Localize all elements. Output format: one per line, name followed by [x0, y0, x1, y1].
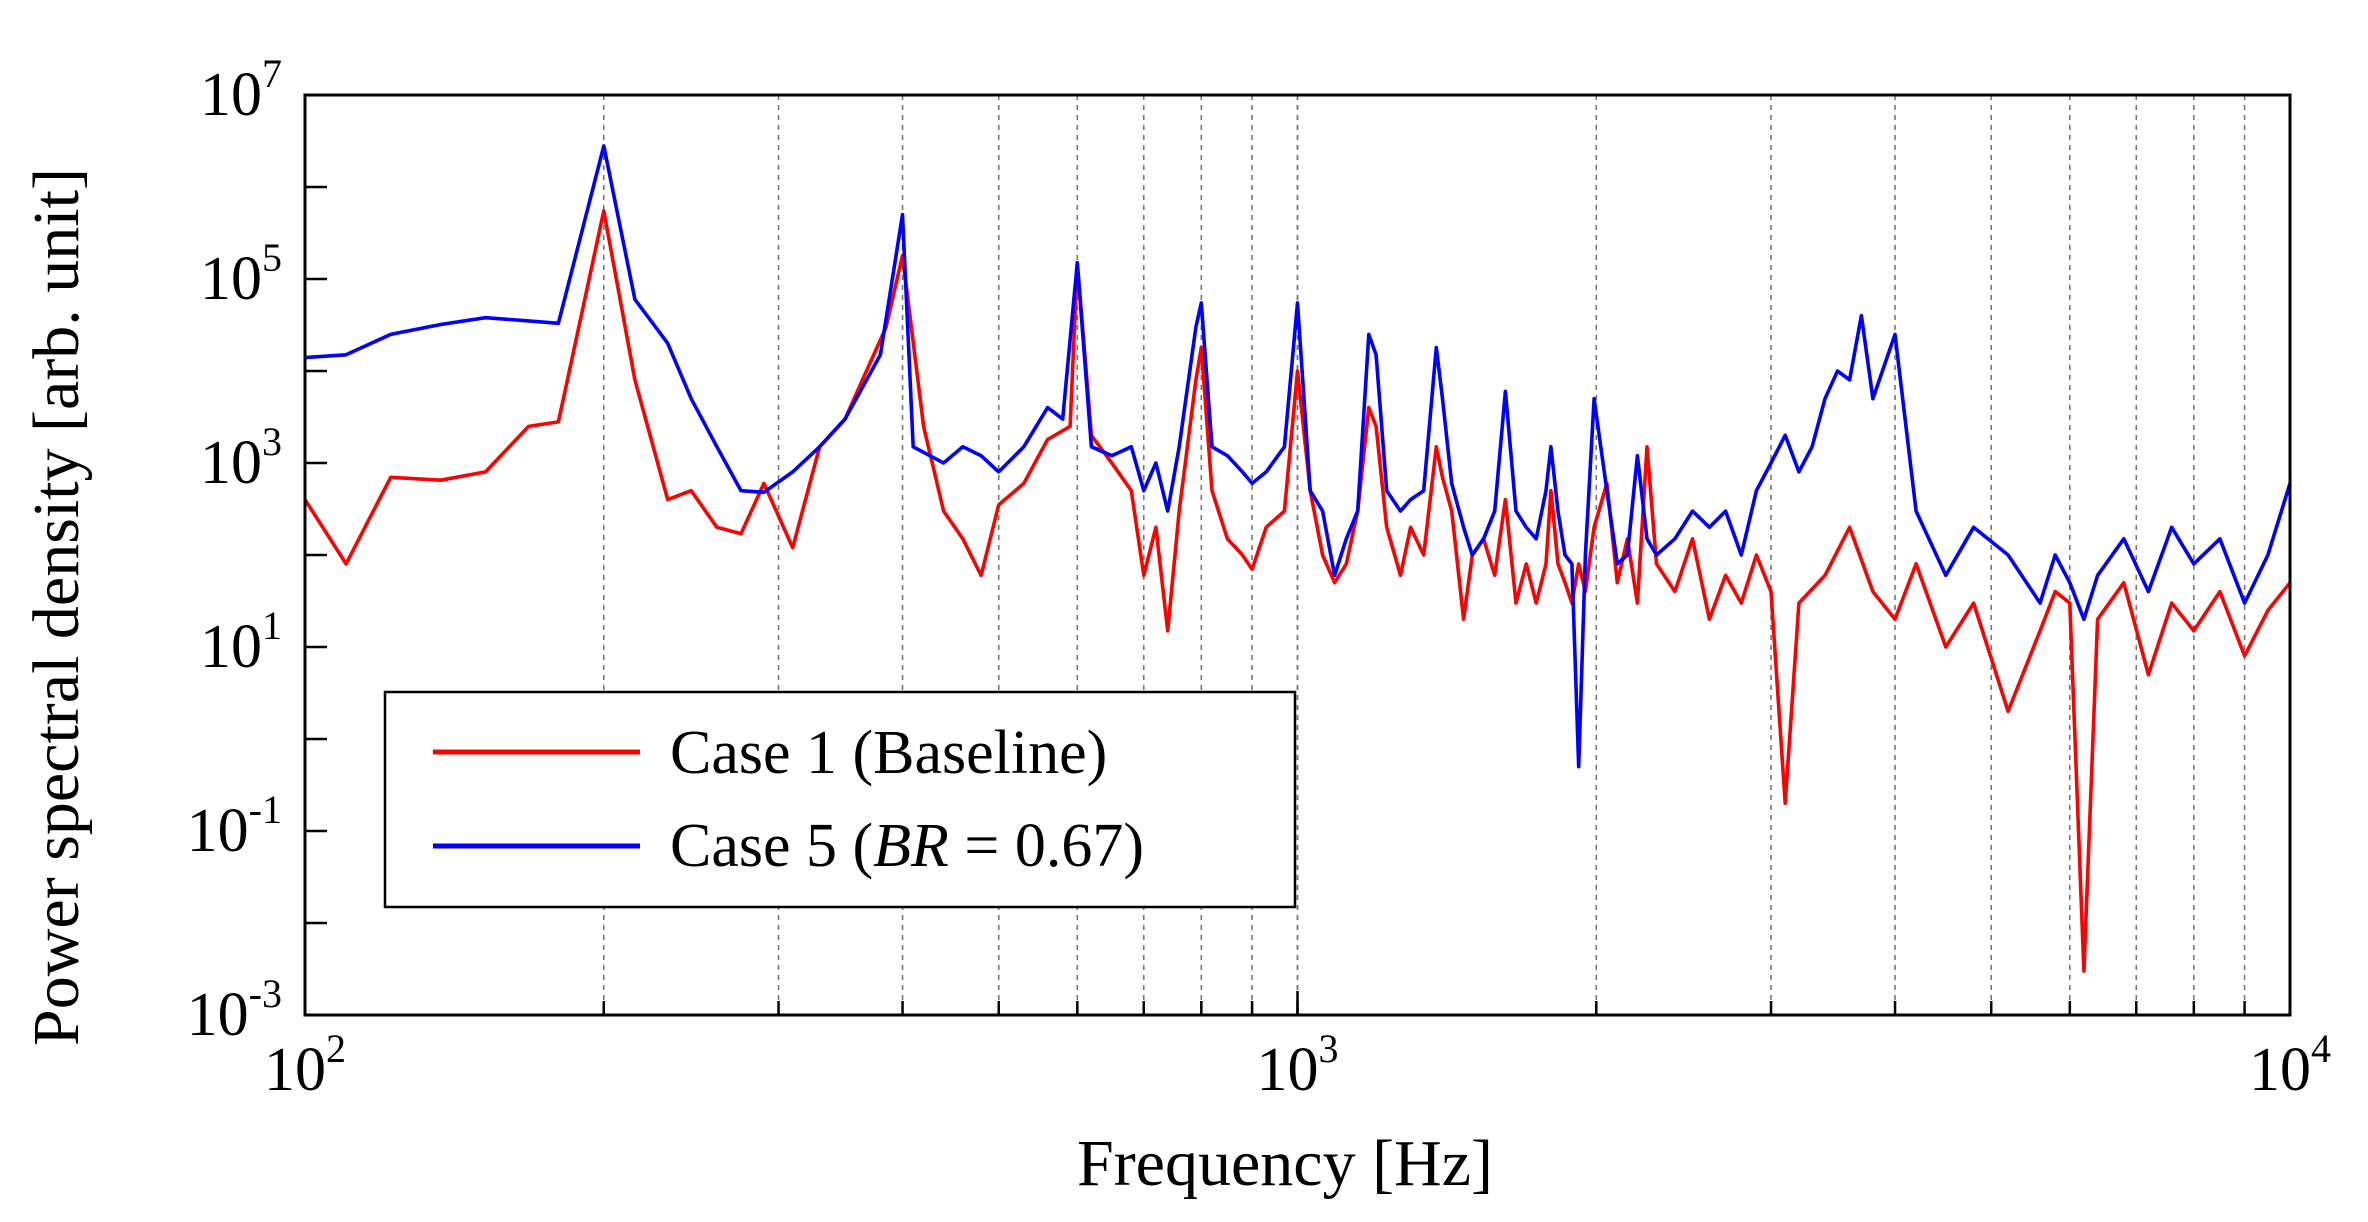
x-axis-title: Frequency [Hz]	[1077, 1127, 1493, 1200]
y-tick-label: 107	[200, 51, 282, 129]
y-tick-label: 103	[200, 419, 282, 497]
y-tick-label: 105	[200, 235, 282, 313]
series-line-case5	[304, 144, 2292, 769]
x-tick-label: 104	[2249, 1026, 2331, 1104]
legend: Case 1 (Baseline) Case 5 (BR = 0.67)	[383, 690, 1297, 909]
legend-label-case5: Case 5 (BR = 0.67)	[670, 812, 1144, 880]
y-axis-title: Power spectral density [arb. unit]	[20, 168, 93, 1046]
y-tick-labels: 10-3 10-1 101 103 105 107	[187, 51, 282, 1049]
series-lines	[303, 144, 2292, 973]
axis-ticks	[305, 93, 2246, 1017]
y-tick-label: 10-1	[187, 787, 282, 865]
x-tick-label: 102	[264, 1026, 346, 1104]
x-tick-labels: 102 103 104	[264, 1026, 2331, 1104]
legend-label-case1: Case 1 (Baseline)	[670, 719, 1107, 787]
y-tick-label: 101	[200, 603, 282, 681]
y-tick-label: 10-3	[187, 971, 282, 1049]
legend-box	[383, 690, 1297, 909]
grid-lines	[602, 95, 2246, 1015]
x-tick-label: 103	[1257, 1026, 1339, 1104]
